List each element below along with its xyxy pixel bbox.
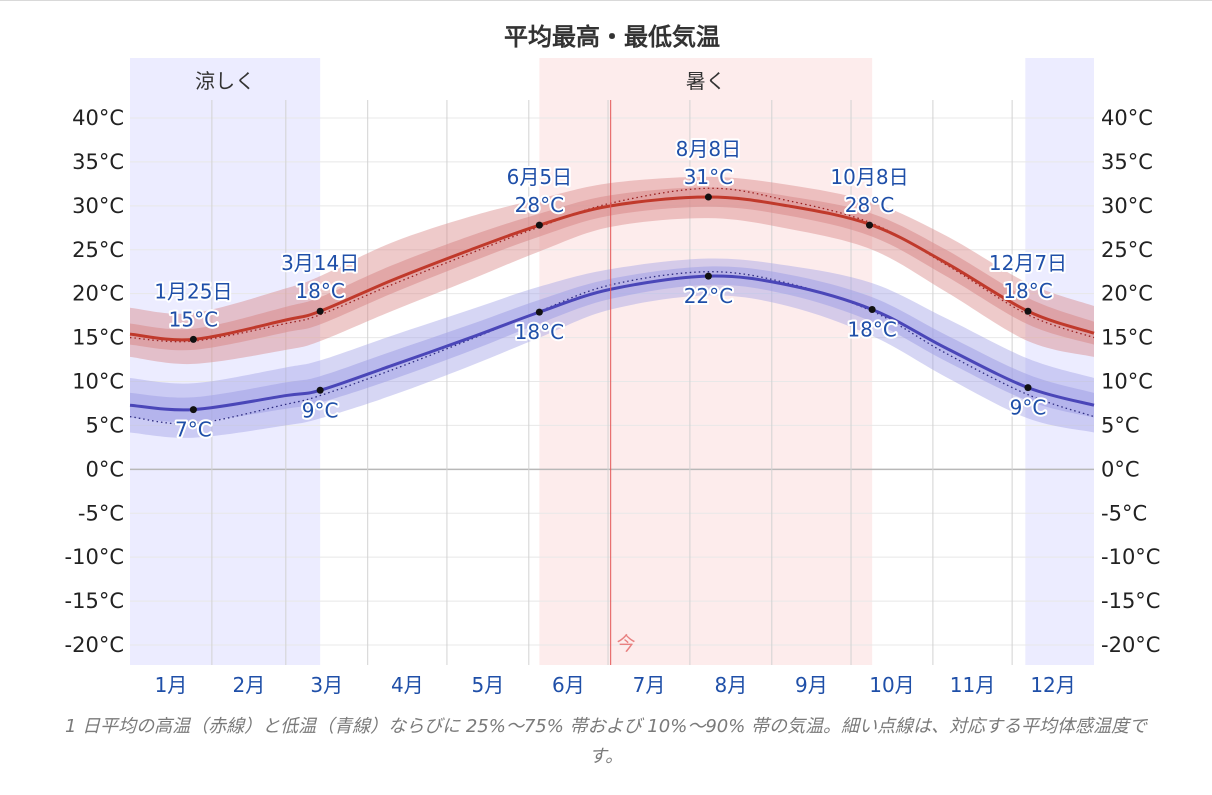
chart-caption: 1 日平均の高温（赤線）と低温（青線）ならびに 25%～75% 帯および 10%…: [64, 716, 1148, 767]
low-temp-line: [129, 274, 1095, 412]
y-tick-label-left: 35°C: [72, 150, 124, 174]
x-tick-label: 7月: [633, 673, 666, 697]
y-tick-label-right: -20°C: [1101, 633, 1160, 657]
season-band: [1025, 58, 1094, 665]
annotation-value: 9°C: [1010, 396, 1047, 420]
annotation-value: 18°C: [295, 279, 344, 303]
annotation-value: 28°C: [845, 193, 894, 217]
x-tick-label: 8月: [714, 673, 747, 697]
data-point-marker: [189, 406, 197, 414]
y-tick-label-right: 20°C: [1101, 282, 1153, 306]
x-tick-label: 5月: [472, 673, 505, 697]
annotation-value: 7°C: [175, 418, 212, 442]
data-point-marker: [189, 335, 197, 343]
y-tick-label-right: 10°C: [1101, 370, 1153, 394]
data-point-marker: [316, 307, 324, 315]
annotation-value: 22°C: [684, 284, 733, 308]
today-label: 今: [617, 633, 636, 655]
y-tick-label-left: -20°C: [65, 633, 124, 657]
y-tick-label-left: 25°C: [72, 238, 124, 262]
y-tick-label-right: 35°C: [1101, 150, 1153, 174]
annotation-date: 6月5日: [507, 165, 572, 189]
y-tick-label-right: 15°C: [1101, 326, 1153, 350]
x-tick-label: 10月: [869, 673, 914, 697]
y-tick-label-right: 30°C: [1101, 194, 1153, 218]
y-tick-label-right: 40°C: [1101, 106, 1153, 130]
high-band-25-75: [130, 187, 1094, 351]
y-tick-label-left: 0°C: [85, 457, 124, 481]
chart-title: 平均最高・最低気温: [504, 23, 720, 51]
annotation-value: 28°C: [515, 193, 564, 217]
x-tick-label: 12月: [1030, 673, 1075, 697]
low-feels-like-line: [129, 271, 1095, 425]
annotation-date: 10月8日: [830, 165, 908, 189]
season-band: [539, 58, 873, 665]
data-point-marker: [868, 305, 876, 313]
y-tick-label-left: 5°C: [85, 413, 124, 437]
annotation-date: 3月14日: [281, 251, 359, 275]
x-tick-label: 9月: [795, 673, 828, 697]
data-point-marker: [535, 221, 543, 229]
annotation-value: 18°C: [847, 317, 896, 341]
annotation-date: 8月8日: [676, 137, 741, 161]
annotation-value: 9°C: [302, 398, 339, 422]
annotation-value: 15°C: [169, 307, 218, 331]
data-point-marker: [704, 193, 712, 201]
annotation-value: 18°C: [515, 320, 564, 344]
temperature-chart: 涼しく 暑く 40°C 40°C 35°C 35°C 30°C 30°C 25°C 25°C 20°…: [65, 23, 1161, 697]
season-label: 暑く: [686, 69, 726, 93]
x-tick-label: 11月: [950, 673, 995, 697]
data-point-marker: [704, 272, 712, 280]
y-tick-label-left: 15°C: [72, 326, 124, 350]
y-tick-label-left: 40°C: [72, 106, 124, 130]
annotation-date: 1月25日: [154, 279, 232, 303]
low-band-25-75: [130, 266, 1094, 423]
annotation-value: 31°C: [684, 165, 733, 189]
y-tick-label-left: -5°C: [78, 501, 124, 525]
y-tick-label-right: 0°C: [1101, 457, 1140, 481]
season-label: 涼しく: [195, 69, 255, 93]
x-tick-label: 4月: [391, 673, 424, 697]
y-tick-label-left: -15°C: [65, 589, 124, 613]
annotation-date: 12月7日: [989, 251, 1067, 275]
y-tick-label-left: 30°C: [72, 194, 124, 218]
x-tick-label: 1月: [155, 673, 188, 697]
high-temp-line: [129, 195, 1095, 342]
data-point-marker: [1024, 307, 1032, 315]
season-band: [130, 58, 321, 665]
top-divider: [0, 0, 1212, 1]
data-point-marker: [535, 308, 543, 316]
x-tick-label: 3月: [310, 673, 343, 697]
data-point-marker: [316, 386, 324, 394]
x-tick-label: 6月: [552, 673, 585, 697]
y-tick-label-left: -10°C: [65, 545, 124, 569]
y-tick-label-left: 20°C: [72, 282, 124, 306]
y-tick-label-right: 25°C: [1101, 238, 1153, 262]
y-tick-label-right: -5°C: [1101, 501, 1147, 525]
y-tick-label-right: -15°C: [1101, 589, 1160, 613]
data-point-marker: [1024, 384, 1032, 392]
data-point-marker: [866, 221, 874, 229]
y-tick-label-left: 10°C: [72, 370, 124, 394]
y-tick-label-right: -10°C: [1101, 545, 1160, 569]
y-tick-label-right: 5°C: [1101, 413, 1140, 437]
x-tick-label: 2月: [232, 673, 265, 697]
annotation-value: 18°C: [1003, 279, 1052, 303]
